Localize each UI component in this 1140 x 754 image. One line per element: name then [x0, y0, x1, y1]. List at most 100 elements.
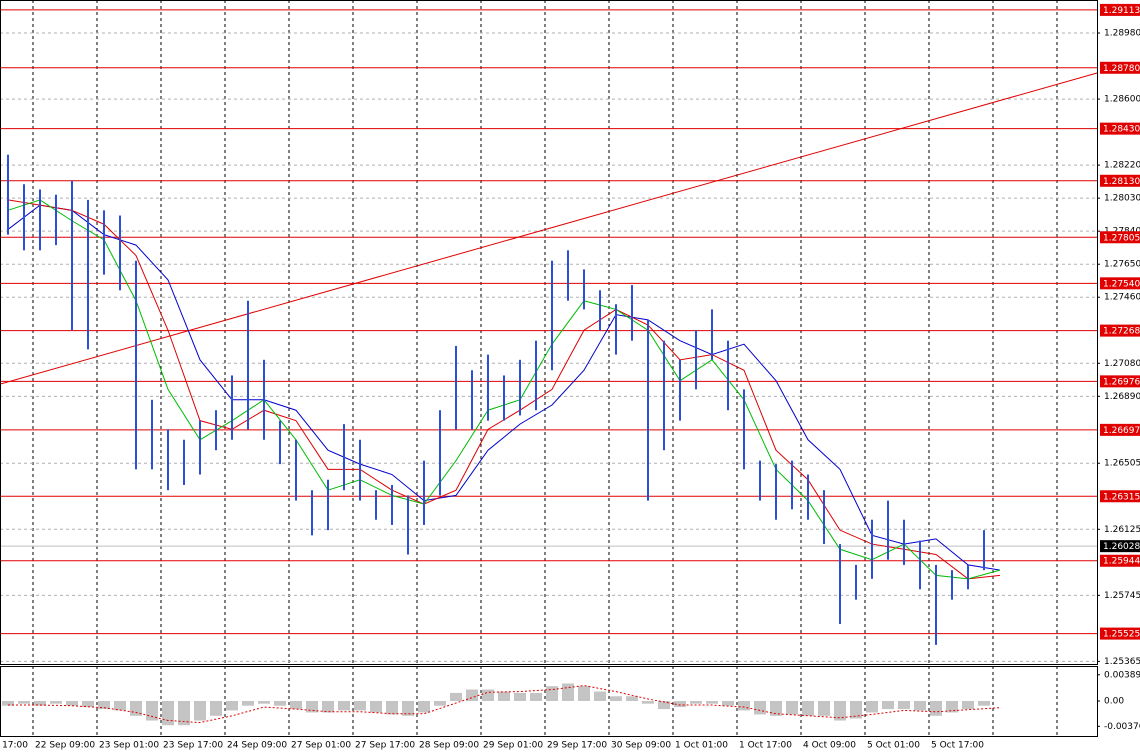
histogram-bar	[562, 683, 574, 701]
histogram-bar	[786, 701, 798, 715]
main-frame	[0, 0, 1098, 665]
x-tick-label: 5 Oct 17:00	[931, 741, 984, 751]
histogram-bar	[210, 701, 222, 716]
trendline	[0, 72, 1098, 385]
histogram-bar	[66, 701, 78, 706]
current-price-label: 1.26028	[1103, 542, 1140, 552]
histogram-bar	[930, 701, 942, 716]
y-tick-label: 1.27460	[1104, 293, 1140, 303]
histogram-bar	[850, 701, 862, 719]
histogram-bar	[514, 692, 526, 701]
histogram-bar	[802, 701, 814, 716]
histogram-bar	[690, 701, 702, 704]
y-tick-label: 1.28980	[1104, 29, 1140, 39]
histogram-bar	[98, 701, 110, 710]
histogram-bar	[2, 701, 14, 706]
histogram-bar	[546, 686, 558, 701]
histogram-bar	[82, 701, 94, 708]
x-tick-label: 1 Oct 01:00	[675, 741, 728, 751]
x-tick-label: 30 Sep 09:00	[611, 741, 671, 751]
x-tick-label: 23 Sep 17:00	[163, 741, 223, 751]
current-price-box	[1100, 540, 1140, 553]
x-tick-label: 27 Sep 01:00	[291, 741, 351, 751]
histogram-bar	[946, 701, 958, 713]
histogram-bar	[338, 701, 350, 711]
histogram-bar	[898, 701, 910, 710]
indicator-y-tick-label: 0.00	[1104, 697, 1124, 707]
level-label-box	[1100, 554, 1140, 567]
histogram-bar	[706, 701, 718, 704]
indicator-y-tick-label: 0.003897	[1104, 670, 1140, 680]
level-label: 1.28130	[1103, 177, 1140, 187]
y-tick-label: 1.26125	[1104, 525, 1140, 535]
level-label: 1.29113	[1103, 6, 1140, 16]
level-label: 1.27268	[1103, 327, 1140, 337]
histogram-bar	[722, 701, 734, 706]
histogram-bar	[834, 701, 846, 721]
level-label: 1.28780	[1103, 64, 1140, 74]
histogram-bar	[610, 696, 622, 701]
level-label-box	[1100, 627, 1140, 640]
histogram-bar	[418, 701, 430, 713]
histogram-bar	[354, 701, 366, 711]
histogram-bar	[274, 701, 286, 706]
histogram-bar	[34, 701, 46, 706]
y-tick-label: 1.25745	[1104, 591, 1140, 601]
x-tick-label: 29 Sep 01:00	[483, 741, 543, 751]
x-tick-label: 29 Sep 17:00	[547, 741, 607, 751]
level-label: 1.25525	[1103, 630, 1140, 640]
level-label-box	[1100, 277, 1140, 290]
histogram-bar	[242, 701, 254, 706]
y-tick-label: 1.27650	[1104, 260, 1140, 270]
histogram-bar	[738, 701, 750, 711]
histogram-bar	[50, 701, 62, 704]
level-label-box	[1100, 375, 1140, 388]
histogram-bar	[914, 701, 926, 711]
indicator-frame	[0, 666, 1098, 737]
histogram-bar	[498, 691, 510, 701]
histogram-bar	[370, 701, 382, 713]
y-tick-label: 1.26505	[1104, 459, 1140, 469]
histogram-bar	[306, 701, 318, 713]
level-label: 1.26976	[1103, 377, 1140, 387]
histogram-bar	[434, 701, 446, 706]
level-label-box	[1100, 174, 1140, 187]
x-tick-label: 28 Sep 09:00	[419, 741, 479, 751]
histogram-bar	[178, 701, 190, 726]
histogram-bar	[482, 689, 494, 701]
histogram-bar	[866, 701, 878, 713]
indicator-y-tick-label: -0.00376	[1104, 722, 1140, 732]
level-label: 1.26315	[1103, 492, 1140, 502]
x-tick-label: 24 Sep 09:00	[227, 741, 287, 751]
y-tick-label: 1.27080	[1104, 359, 1140, 369]
level-label: 1.26697	[1103, 426, 1140, 436]
histogram-bar	[402, 701, 414, 716]
histogram-bar	[386, 701, 398, 715]
level-label: 1.28430	[1103, 125, 1140, 135]
histogram-bar	[578, 686, 590, 701]
signal-line	[8, 685, 1001, 724]
level-label-box	[1100, 3, 1140, 16]
histogram-bar	[978, 701, 990, 706]
y-tick-label: 1.26890	[1104, 392, 1140, 402]
histogram-bar	[450, 692, 462, 701]
x-tick-label: 22 Sep 09:00	[35, 741, 95, 751]
level-label: 1.27540	[1103, 279, 1140, 289]
histogram-bar	[258, 701, 270, 704]
histogram-bar	[754, 701, 766, 715]
histogram-bar	[290, 701, 302, 710]
x-tick-label: 4 Oct 09:00	[803, 741, 856, 751]
x-tick-label: 1 Oct 17:00	[739, 741, 792, 751]
histogram-bar	[770, 701, 782, 716]
histogram-bar	[18, 701, 30, 704]
histogram-bar	[962, 701, 974, 710]
histogram-bar	[642, 701, 654, 704]
level-label-box	[1100, 324, 1140, 337]
histogram-bar	[818, 701, 830, 716]
x-tick-label: 5 Oct 01:00	[867, 741, 920, 751]
histogram-bar	[674, 701, 686, 708]
level-label-box	[1100, 423, 1140, 436]
